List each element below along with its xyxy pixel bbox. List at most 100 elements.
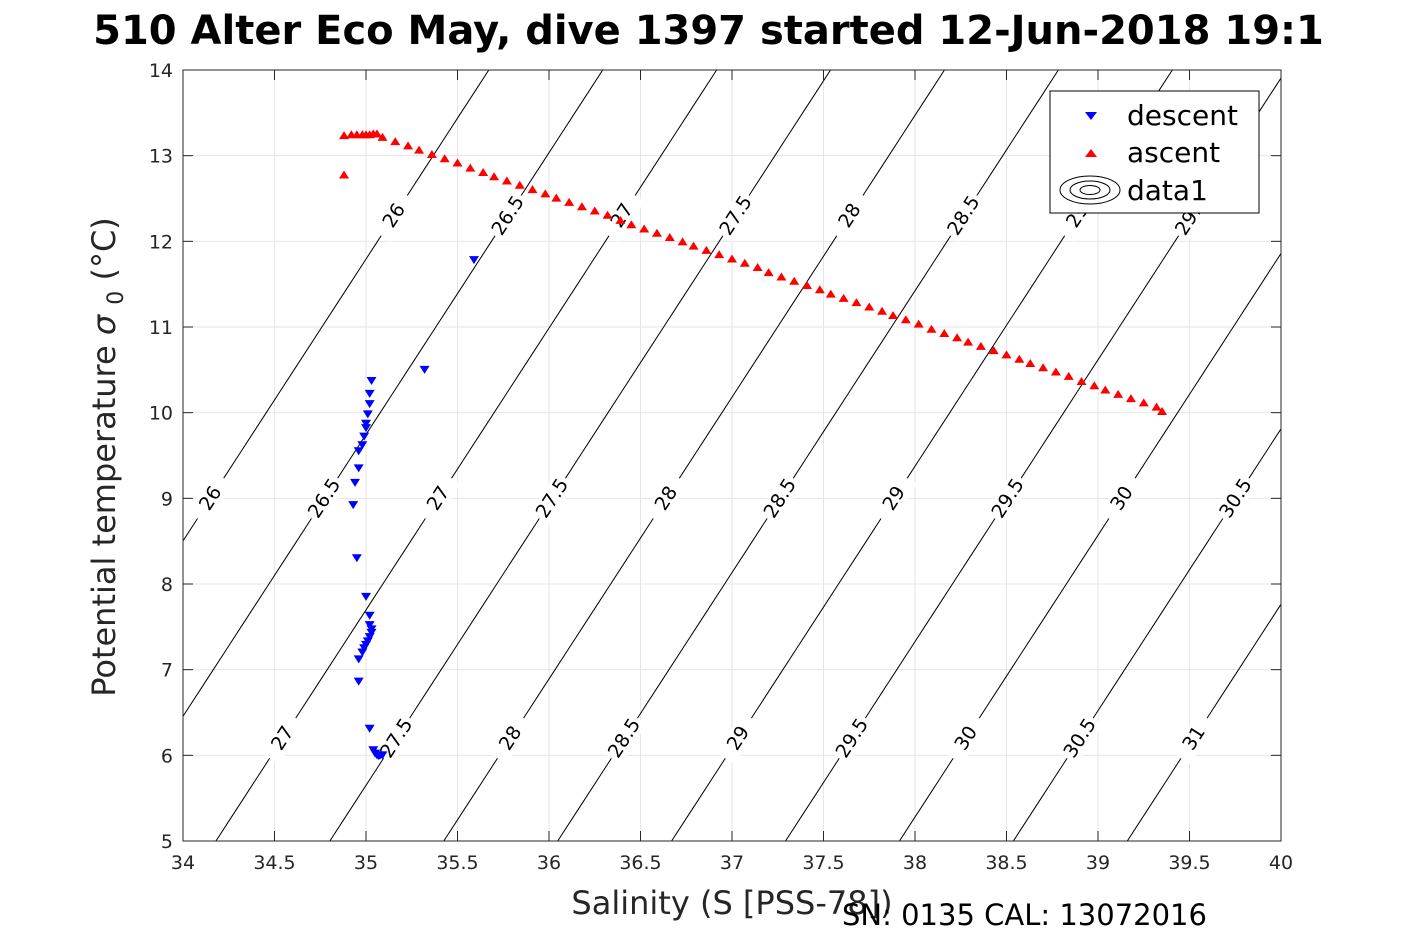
contour-line <box>1126 603 1281 841</box>
x-tick-label: 39 <box>1086 852 1110 874</box>
ascent-point <box>864 302 875 311</box>
ascent-point <box>877 306 888 315</box>
ascent-point <box>1076 376 1087 385</box>
y-tick-label: 14 <box>149 60 173 82</box>
x-axis-label: Salinity (S [PSS-78]) <box>571 884 892 922</box>
ascent-point <box>789 276 800 285</box>
ascent-point <box>1001 350 1012 359</box>
ascent-point <box>1050 367 1061 376</box>
descent-point <box>364 724 375 733</box>
ascent-point <box>913 319 924 328</box>
ascent-point <box>501 176 512 185</box>
ascent-point <box>739 258 750 267</box>
descent-point <box>353 655 364 664</box>
ascent-point <box>926 324 937 333</box>
descent-point <box>364 621 375 630</box>
contour-line <box>1012 427 1281 841</box>
contour-line <box>899 252 1281 841</box>
ascent-point <box>814 285 825 294</box>
ascent-point <box>802 281 813 290</box>
descent-point <box>419 365 430 374</box>
ascent-point <box>651 228 662 237</box>
descent-point <box>366 376 377 385</box>
ascent-point <box>589 206 600 215</box>
legend: descent ascent data1 <box>1049 90 1260 214</box>
y-tick-label: 5 <box>161 831 173 853</box>
ascent-point <box>564 197 575 206</box>
ascent-point <box>888 311 899 320</box>
ascent-point <box>939 328 950 337</box>
ascent-point <box>414 145 425 154</box>
ascent-point <box>339 131 350 140</box>
ascent-point <box>1025 358 1036 367</box>
y-tick-label: 7 <box>161 660 173 682</box>
series-descent <box>348 256 479 761</box>
descent-point <box>366 628 377 637</box>
descent-point <box>357 648 368 657</box>
descent-point <box>361 419 371 428</box>
descent-point <box>357 441 368 450</box>
descent-point <box>351 554 362 563</box>
descent-point <box>353 447 364 456</box>
ascent-point <box>1089 381 1100 390</box>
y-tick-label: 9 <box>161 488 173 510</box>
x-tick-label: 37.5 <box>802 852 844 874</box>
ascent-point <box>602 210 613 219</box>
descent-point <box>468 256 479 265</box>
ascent-point <box>1014 354 1025 363</box>
legend-descent-marker <box>1085 112 1097 120</box>
ascent-point <box>900 315 911 324</box>
x-tick-label: 38.5 <box>985 852 1027 874</box>
y-axis-label-symbol: σ <box>85 313 123 335</box>
ascent-point <box>426 149 437 158</box>
ascent-point <box>576 202 587 211</box>
serial-calibration-note: SN: 0135 CAL: 13072016 <box>842 898 1207 932</box>
descent-point <box>362 410 373 419</box>
ascent-point <box>489 172 500 181</box>
descent-point <box>361 424 371 433</box>
legend-contour-icon <box>1059 175 1121 205</box>
ascent-point <box>688 241 699 250</box>
x-tick-label: 40 <box>1269 852 1293 874</box>
descent-point <box>348 501 359 510</box>
ascent-point <box>639 224 650 233</box>
ascent-point <box>371 129 382 138</box>
series-ascent <box>339 129 1168 415</box>
ascent-point <box>514 180 525 189</box>
ascent-point <box>615 215 626 224</box>
y-axis-label-text: Potential temperature <box>85 345 123 697</box>
x-tick-label: 38 <box>903 852 927 874</box>
ascent-point <box>776 272 787 281</box>
ascent-point <box>339 170 350 179</box>
ascent-point <box>403 141 414 150</box>
ascent-point <box>465 163 476 172</box>
x-tick-label: 39.5 <box>1168 852 1210 874</box>
data-series <box>339 129 1168 761</box>
ascent-point <box>439 154 450 163</box>
ascent-point <box>1038 363 1049 372</box>
ascent-point <box>952 333 963 342</box>
ascent-point <box>988 346 999 355</box>
ascent-point <box>1151 402 1162 411</box>
y-axis-label-subscript: 0 <box>104 291 129 305</box>
descent-point <box>353 677 364 686</box>
y-tick-label: 11 <box>149 317 173 339</box>
x-tick-label: 34.5 <box>253 852 295 874</box>
axes <box>182 69 1282 842</box>
ascent-point <box>1113 389 1124 398</box>
ascent-point <box>1100 385 1111 394</box>
y-tick-label: 10 <box>149 403 173 425</box>
ascent-point <box>540 189 551 198</box>
ascent-point <box>478 167 489 176</box>
y-tick-label: 6 <box>161 745 173 767</box>
x-tick-label: 35.5 <box>436 852 478 874</box>
ascent-point <box>1138 398 1149 407</box>
ascent-point <box>1125 394 1136 403</box>
descent-point <box>359 644 370 653</box>
y-tick-label: 13 <box>149 146 173 168</box>
ascent-point <box>551 193 562 202</box>
ascent-point <box>701 245 712 254</box>
y-tick-label: 8 <box>161 574 173 596</box>
ascent-point <box>727 254 737 263</box>
